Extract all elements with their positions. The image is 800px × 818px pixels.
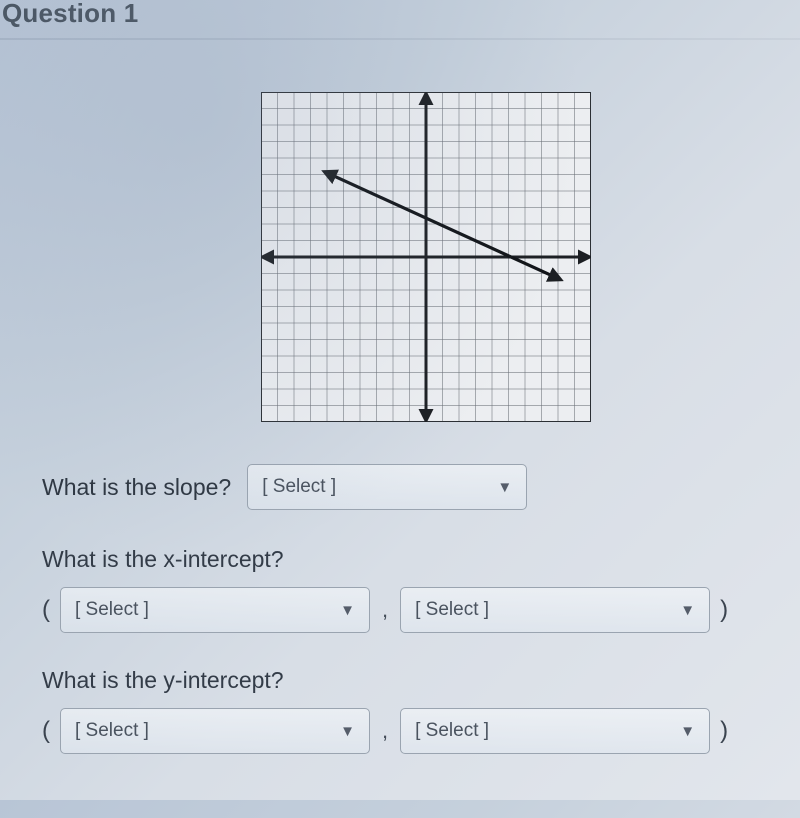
select-label: [ Select ] [415, 720, 489, 742]
comma: , [382, 718, 388, 744]
graph-container [82, 92, 770, 422]
question-title: Question 1 [2, 0, 138, 29]
chevron-down-icon: ▼ [340, 723, 355, 740]
x-intercept-x-select[interactable]: [ Select ] ▼ [60, 587, 370, 633]
comma: , [382, 597, 388, 623]
y-intercept-row: ( [ Select ] ▼ , [ Select ] ▼ ) [42, 708, 770, 754]
chevron-down-icon: ▼ [497, 479, 512, 496]
chevron-down-icon: ▼ [680, 602, 695, 619]
slope-select[interactable]: [ Select ] ▼ [247, 464, 527, 510]
x-intercept-row: ( [ Select ] ▼ , [ Select ] ▼ ) [42, 587, 770, 633]
header-divider [0, 38, 800, 40]
coordinate-graph [261, 92, 591, 422]
open-paren: ( [42, 717, 50, 745]
chevron-down-icon: ▼ [340, 602, 355, 619]
y-intercept-y-select[interactable]: [ Select ] ▼ [400, 708, 710, 754]
select-label: [ Select ] [75, 599, 149, 621]
x-intercept-prompt: What is the x-intercept? [42, 546, 770, 573]
open-paren: ( [42, 596, 50, 624]
question-content: What is the slope? [ Select ] ▼ What is … [0, 68, 800, 818]
y-intercept-x-select[interactable]: [ Select ] ▼ [60, 708, 370, 754]
slope-prompt: What is the slope? [42, 474, 231, 501]
x-intercept-y-select[interactable]: [ Select ] ▼ [400, 587, 710, 633]
close-paren: ) [720, 596, 728, 624]
select-label: [ Select ] [415, 599, 489, 621]
close-paren: ) [720, 717, 728, 745]
chevron-down-icon: ▼ [680, 723, 695, 740]
slope-row: What is the slope? [ Select ] ▼ [42, 464, 770, 510]
y-intercept-prompt: What is the y-intercept? [42, 667, 770, 694]
slope-select-label: [ Select ] [262, 476, 336, 498]
select-label: [ Select ] [75, 720, 149, 742]
